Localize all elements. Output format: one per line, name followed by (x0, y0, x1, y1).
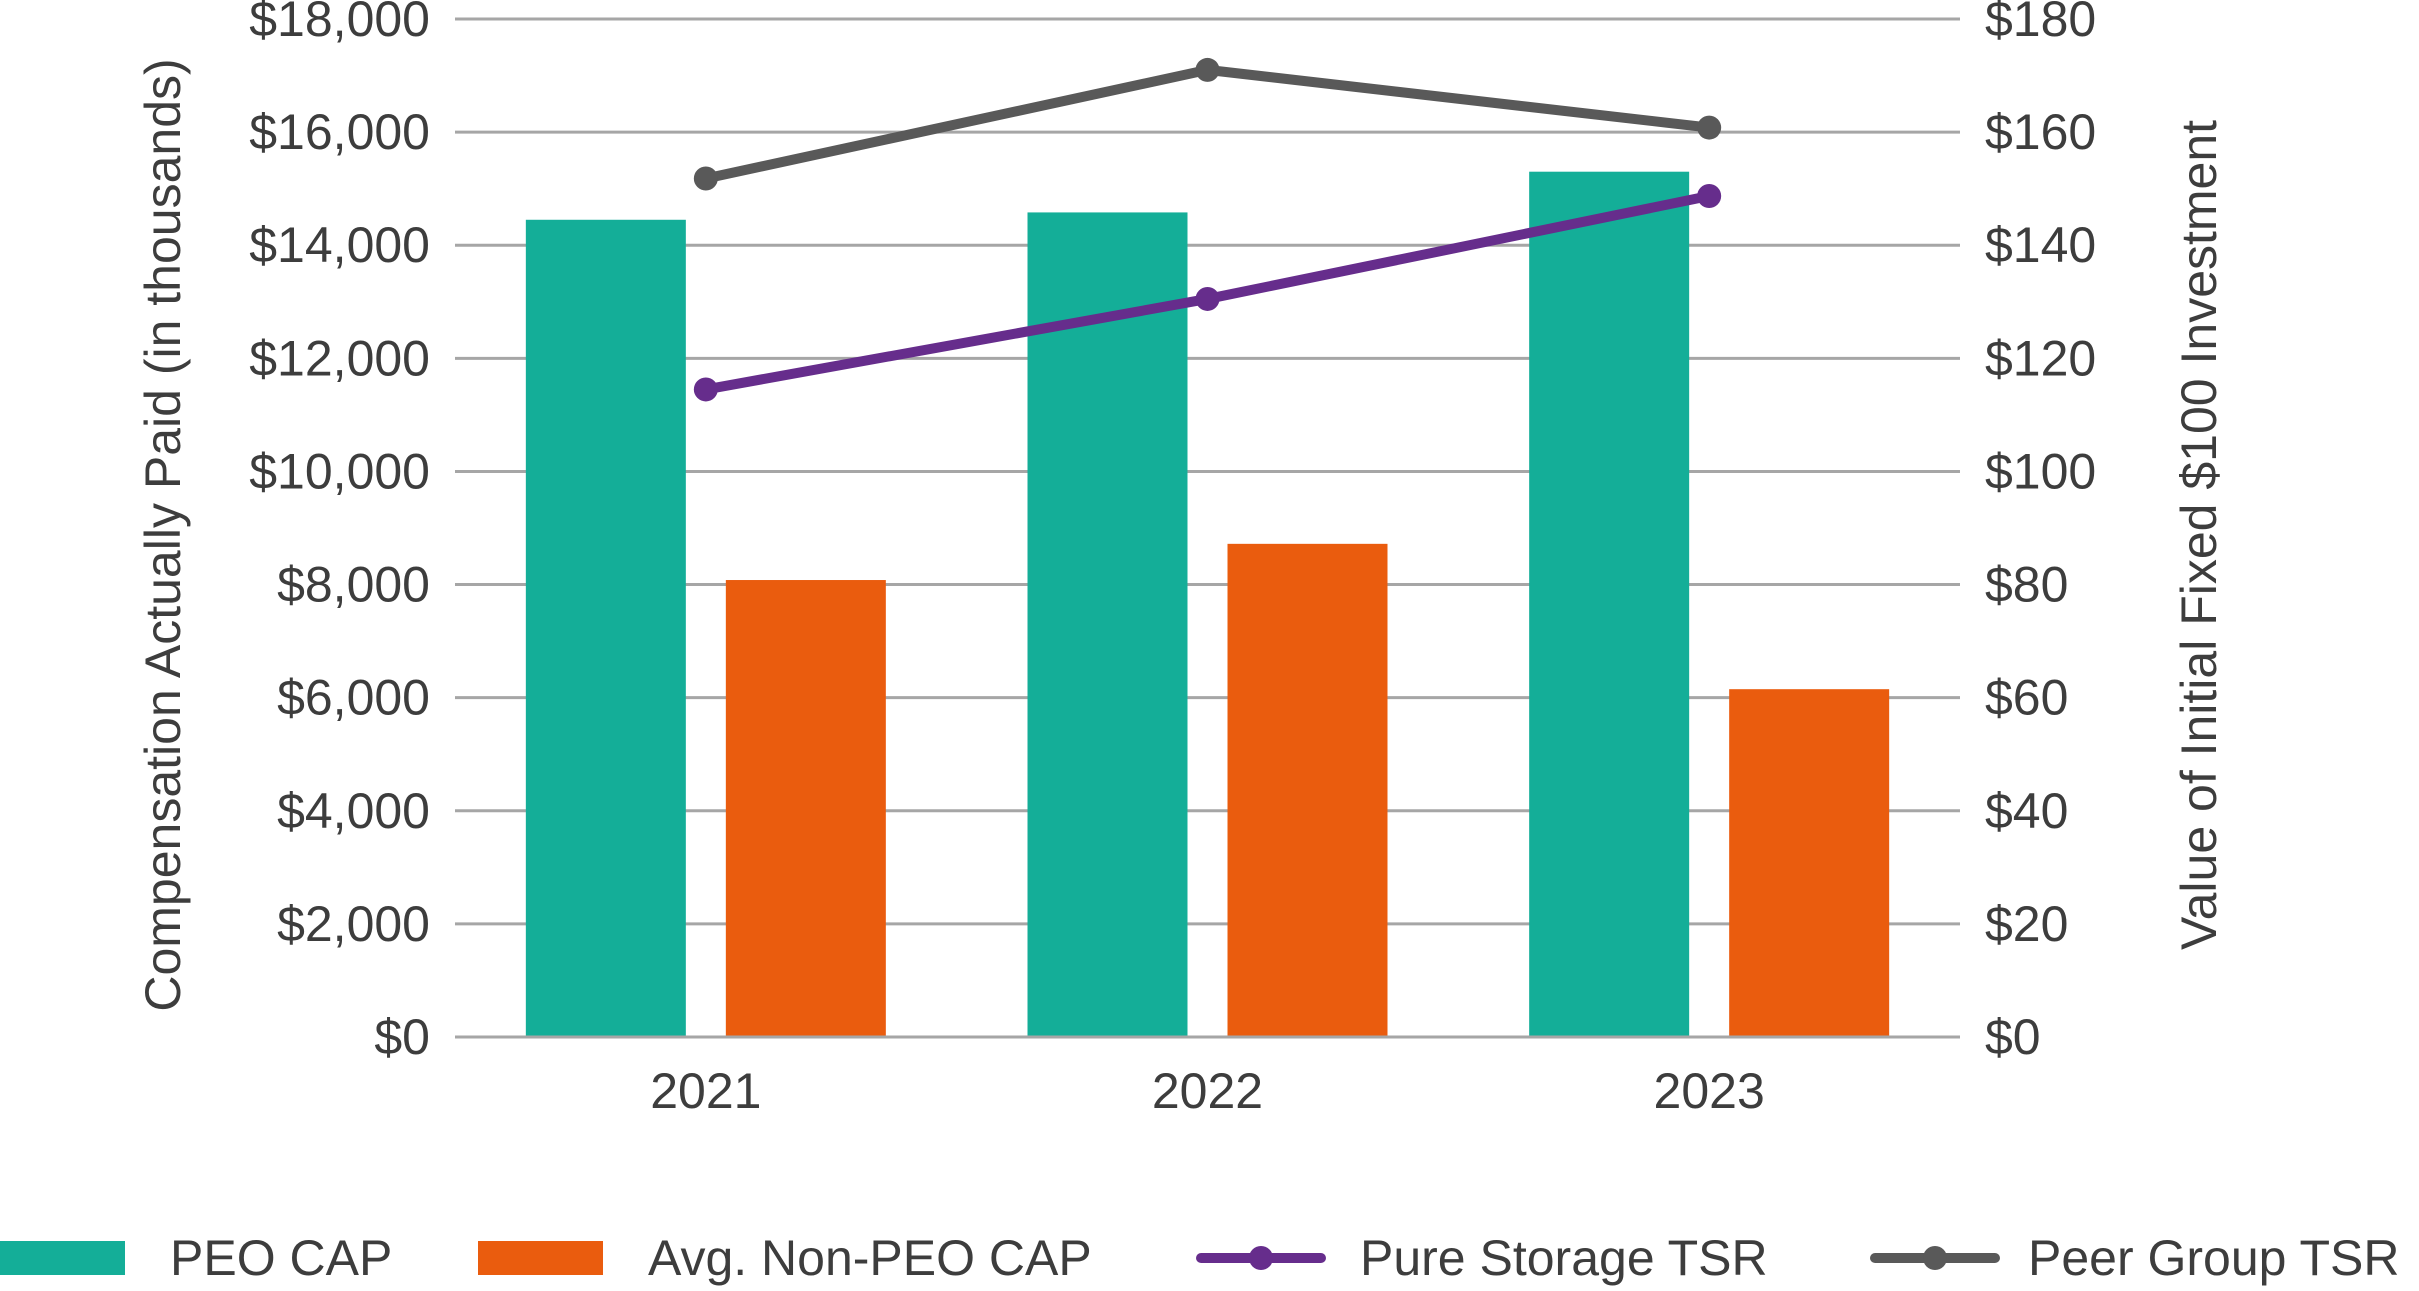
x-tick-label: 2023 (1654, 1063, 1765, 1119)
y-tick-left-label: $0 (374, 1009, 430, 1065)
y-tick-right-label: $120 (1985, 330, 2096, 386)
y-tick-left-label: $4,000 (277, 783, 430, 839)
y-tick-left-label: $10,000 (249, 443, 430, 499)
y-axis-right-title: Value of Initial Fixed $100 Investment (2171, 120, 2227, 950)
x-tick-label: 2022 (1152, 1063, 1263, 1119)
y-tick-right-label: $100 (1985, 443, 2096, 499)
y-tick-right-label: $140 (1985, 217, 2096, 273)
y-tick-left-label: $16,000 (249, 104, 430, 160)
bar-non-peo-cap (1729, 689, 1890, 1037)
y-tick-right-label: $180 (1985, 0, 2096, 47)
y-axis-left-title: Compensation Actually Paid (in thousands… (135, 58, 191, 1011)
point-pure-storage-tsr (1195, 286, 1220, 311)
legend: PEO CAP Avg. Non-PEO CAP Pure Storage TSR P… (0, 1230, 2399, 1286)
y-tick-left-label: $6,000 (277, 670, 430, 726)
y-tick-left-label: $2,000 (277, 896, 430, 952)
y-tick-right-label: $80 (1985, 557, 2068, 613)
y-tick-left-label: $8,000 (277, 557, 430, 613)
legend-label-peo-cap: PEO CAP (170, 1230, 392, 1286)
gridlines (455, 17, 1960, 926)
point-pure-storage-tsr (693, 377, 718, 402)
point-peer-group-tsr (693, 166, 718, 191)
lines (693, 57, 1722, 402)
legend-marker-pure-storage-tsr (1249, 1246, 1273, 1270)
bar-non-peo-cap (1227, 543, 1388, 1037)
line-peer-group-tsr (700, 64, 1715, 184)
y-tick-right-label: $20 (1985, 896, 2068, 952)
bar-peo-cap (1027, 212, 1188, 1038)
bar-peo-cap (525, 219, 686, 1037)
legend-swatch-avg-non-peo-cap (478, 1241, 603, 1275)
bar-peo-cap (1529, 171, 1690, 1037)
y-tick-right-label: $40 (1985, 783, 2068, 839)
tick-labels: $0 $0 $2,000 $20 $4,000 $40 $6,000 $60 $8,000 $80… (249, 0, 2096, 1119)
point-pure-storage-tsr (1697, 184, 1722, 209)
legend-label-peer-group-tsr: Peer Group TSR (2028, 1230, 2399, 1286)
y-tick-left-label: $12,000 (249, 330, 430, 386)
bars (525, 171, 1890, 1038)
y-tick-left-label: $14,000 (249, 217, 430, 273)
x-tick-label: 2021 (650, 1063, 761, 1119)
y-tick-right-label: $160 (1985, 104, 2096, 160)
y-tick-right-label: $0 (1985, 1009, 2041, 1065)
legend-swatch-peo-cap (0, 1241, 125, 1275)
legend-marker-peer-group-tsr (1923, 1246, 1947, 1270)
y-tick-left-label: $18,000 (249, 0, 430, 47)
legend-label-pure-storage-tsr: Pure Storage TSR (1360, 1230, 1768, 1286)
y-tick-right-label: $60 (1985, 670, 2068, 726)
point-peer-group-tsr (1697, 115, 1722, 140)
legend-label-avg-non-peo-cap: Avg. Non-PEO CAP (648, 1230, 1092, 1286)
point-peer-group-tsr (1195, 57, 1220, 82)
bar-non-peo-cap (725, 580, 886, 1037)
